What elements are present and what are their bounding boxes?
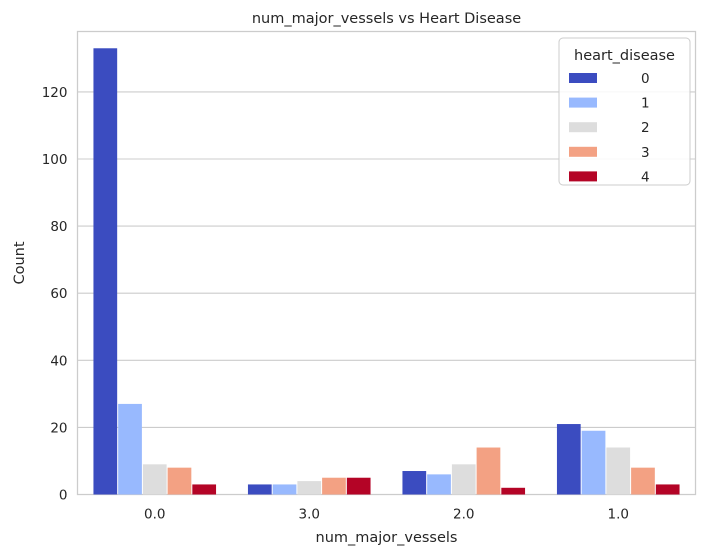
y-tick-label: 40	[50, 353, 67, 369]
y-tick-label: 120	[42, 85, 68, 101]
y-tick-label: 100	[42, 152, 68, 168]
bar-3.0-series-0	[247, 484, 272, 495]
y-tick-label: 60	[50, 286, 67, 302]
legend-label-1: 1	[641, 96, 650, 112]
bar-1.0-series-4	[655, 484, 680, 495]
legend-items: 0 1 2 3 4	[569, 71, 650, 185]
bar-1.0-series-0	[556, 424, 581, 495]
bar-3.0-series-1	[272, 484, 297, 495]
bar-3.0-series-2	[297, 481, 322, 495]
legend-swatch-0	[569, 73, 597, 83]
y-axis-label: Count	[12, 241, 28, 284]
legend-swatch-3	[569, 146, 597, 157]
bar-0.0-series-0	[93, 48, 118, 495]
legend-swatch-1	[569, 97, 597, 108]
bar-2.0-series-3	[476, 447, 501, 495]
x-axis-label: num_major_vessels	[316, 530, 458, 546]
y-tick-label: 20	[50, 420, 67, 436]
bar-2.0-series-4	[501, 487, 526, 495]
legend-title: heart_disease	[574, 48, 675, 64]
chart-title: num_major_vessels vs Heart Disease	[252, 11, 521, 27]
bar-1.0-series-3	[631, 467, 655, 495]
x-tick-label: 2.0	[453, 507, 474, 523]
bar-1.0-series-1	[581, 430, 606, 495]
y-axis-ticks: 0 20 40 60 80 100 120	[42, 85, 68, 504]
legend-label-3: 3	[641, 145, 650, 161]
bar-0.0-series-3	[167, 467, 192, 495]
bar-0.0-series-1	[118, 403, 142, 495]
bar-1.0-series-2	[606, 447, 631, 495]
bar-2.0-series-1	[427, 474, 451, 495]
bar-2.0-series-2	[451, 464, 476, 495]
x-tick-label: 3.0	[299, 507, 320, 523]
legend-label-0: 0	[641, 71, 650, 87]
x-axis-ticks: 0.0 3.0 2.0 1.0	[144, 507, 629, 523]
bar-3.0-series-4	[346, 477, 371, 495]
bar-3.0-series-3	[322, 477, 346, 495]
grid-layer	[77, 91, 696, 496]
y-tick-label: 0	[59, 488, 68, 504]
legend-swatch-2	[569, 122, 597, 133]
legend-label-4: 4	[641, 169, 650, 185]
bar-2.0-series-0	[402, 471, 427, 495]
legend-label-2: 2	[641, 120, 650, 136]
bar-0.0-series-4	[192, 484, 217, 495]
plot-frame	[76, 30, 697, 496]
legend-swatch-4	[569, 171, 597, 182]
x-tick-label: 1.0	[608, 507, 629, 523]
bar-0.0-series-2	[142, 464, 167, 495]
legend: heart_disease 0 1 2 3 4	[558, 37, 691, 186]
bars-layer	[93, 48, 680, 495]
y-tick-label: 80	[50, 219, 67, 235]
x-tick-label: 0.0	[144, 507, 165, 523]
